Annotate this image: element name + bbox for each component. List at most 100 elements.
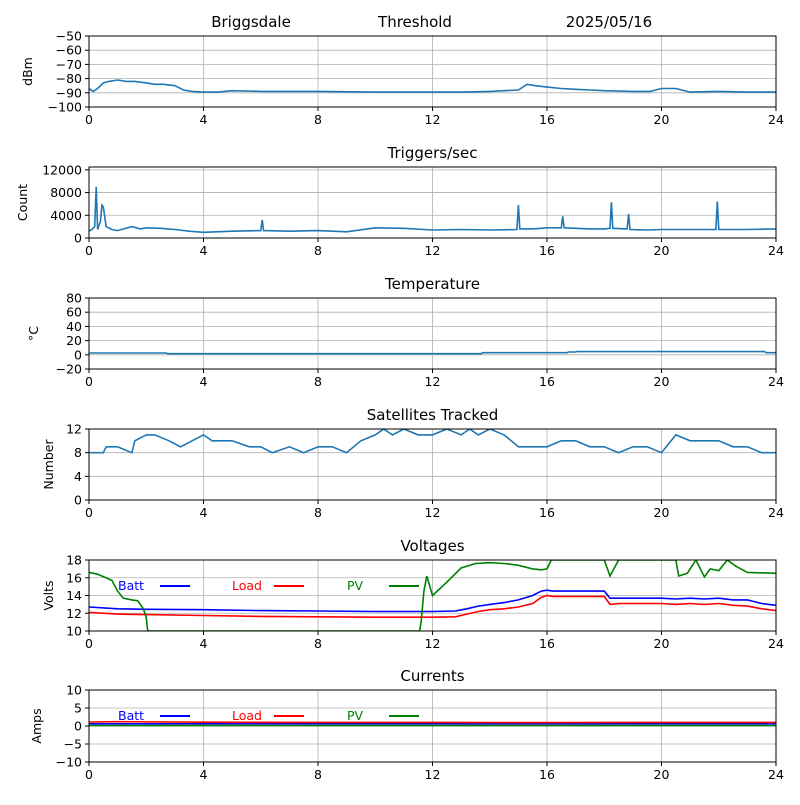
x-tick-label: 24 bbox=[768, 112, 784, 127]
y-tick-label: 0 bbox=[74, 231, 82, 246]
x-tick-label: 20 bbox=[654, 112, 670, 127]
y-tick-label: −60 bbox=[56, 43, 82, 58]
y-tick-label: 80 bbox=[66, 291, 82, 306]
y-tick-label: 16 bbox=[66, 570, 82, 585]
legend-label-batt: Batt bbox=[118, 708, 144, 723]
x-tick-label: 12 bbox=[425, 243, 441, 258]
x-tick-label: 20 bbox=[654, 243, 670, 258]
y-tick-label: 0 bbox=[74, 347, 82, 362]
y-tick-label: 0 bbox=[74, 493, 82, 508]
x-tick-label: 16 bbox=[539, 636, 555, 651]
y-tick-label: 8000 bbox=[50, 185, 82, 200]
panel-title: Triggers/sec bbox=[387, 144, 478, 162]
x-tick-label: 20 bbox=[654, 505, 670, 520]
x-tick-label: 20 bbox=[654, 767, 670, 782]
y-tick-label: 40 bbox=[66, 319, 82, 334]
legend-label-load: Load bbox=[232, 578, 262, 593]
x-tick-label: 0 bbox=[85, 505, 93, 520]
y-tick-label: −90 bbox=[56, 85, 82, 100]
x-tick-label: 12 bbox=[425, 374, 441, 389]
panel-1: 0 4 8 12 16 20 24 −100−90−80−70−60−50 dBm bbox=[20, 29, 784, 128]
x-tick-label: 4 bbox=[200, 374, 208, 389]
x-tick-label: 0 bbox=[85, 243, 93, 258]
panel-title: Satellites Tracked bbox=[367, 406, 498, 424]
panel-title: Currents bbox=[400, 667, 464, 685]
y-tick-label: 60 bbox=[66, 305, 82, 320]
x-tick-label: 24 bbox=[768, 374, 784, 389]
x-tick-label: 8 bbox=[314, 243, 322, 258]
x-tick-label: 0 bbox=[85, 636, 93, 651]
x-tick-label: 4 bbox=[200, 767, 208, 782]
header-date: 2025/05/16 bbox=[566, 13, 652, 31]
x-tick-label: 8 bbox=[314, 374, 322, 389]
x-tick-label: 20 bbox=[654, 636, 670, 651]
y-tick-label: −10 bbox=[56, 755, 82, 770]
x-tick-label: 4 bbox=[200, 636, 208, 651]
x-tick-label: 8 bbox=[314, 112, 322, 127]
y-axis-label: dBm bbox=[20, 57, 35, 86]
panel-title: Voltages bbox=[400, 537, 464, 555]
y-tick-label: −5 bbox=[64, 737, 82, 752]
y-axis-label: Number bbox=[41, 439, 56, 490]
x-tick-label: 16 bbox=[539, 767, 555, 782]
y-tick-label: −20 bbox=[56, 362, 82, 377]
panel-2: 0 4 8 12 16 20 24 0 4000 8000 12000 Count Triggers/s… bbox=[15, 144, 784, 258]
legend-label-pv: PV bbox=[347, 708, 364, 723]
legend-label-batt: Batt bbox=[118, 578, 144, 593]
x-tick-label: 4 bbox=[200, 243, 208, 258]
y-axis-label: Count bbox=[15, 184, 30, 221]
y-tick-label: 12000 bbox=[42, 162, 82, 177]
series-line-pv bbox=[89, 560, 776, 631]
x-tick-label: 24 bbox=[768, 767, 784, 782]
x-tick-label: 24 bbox=[768, 243, 784, 258]
y-tick-label: 5 bbox=[74, 701, 82, 716]
x-tick-label: 0 bbox=[85, 112, 93, 127]
y-tick-label: 14 bbox=[66, 588, 82, 603]
y-tick-label: 4000 bbox=[50, 208, 82, 223]
y-axis-label: Volts bbox=[41, 580, 56, 610]
panel-5: 0 4 8 12 16 20 24 10 12 14 16 18 Volts Voltages Batt Lo… bbox=[41, 537, 784, 651]
y-tick-label: −50 bbox=[56, 29, 82, 44]
x-tick-label: 8 bbox=[314, 505, 322, 520]
y-tick-label: −100 bbox=[48, 100, 82, 115]
y-axis-label: Amps bbox=[29, 708, 44, 743]
y-tick-label: 12 bbox=[66, 422, 82, 437]
y-tick-label: 18 bbox=[66, 553, 82, 568]
series-line-3 bbox=[89, 350, 776, 355]
y-tick-label: −80 bbox=[56, 71, 82, 86]
x-tick-label: 8 bbox=[314, 767, 322, 782]
x-tick-label: 12 bbox=[425, 112, 441, 127]
x-tick-label: 24 bbox=[768, 505, 784, 520]
header-label: Threshold bbox=[377, 13, 452, 31]
x-tick-label: 20 bbox=[654, 374, 670, 389]
panel-4: 0 4 8 12 16 20 24 0 4 8 12 Number Satellites Tracked bbox=[41, 406, 784, 520]
y-tick-label: 10 bbox=[66, 683, 82, 698]
x-tick-label: 12 bbox=[425, 767, 441, 782]
series-line-2 bbox=[89, 186, 776, 234]
series-line-load bbox=[89, 594, 776, 619]
x-tick-label: 16 bbox=[539, 243, 555, 258]
legend-label-load: Load bbox=[232, 708, 262, 723]
y-tick-label: 20 bbox=[66, 333, 82, 348]
x-tick-label: 0 bbox=[85, 374, 93, 389]
series-line-batt bbox=[89, 589, 776, 613]
x-tick-label: 16 bbox=[539, 374, 555, 389]
x-tick-label: 4 bbox=[200, 505, 208, 520]
y-tick-label: −70 bbox=[56, 57, 82, 72]
series-line-load bbox=[89, 720, 776, 724]
y-tick-label: 8 bbox=[74, 445, 82, 460]
x-tick-label: 0 bbox=[85, 767, 93, 782]
x-tick-label: 16 bbox=[539, 505, 555, 520]
x-tick-label: 8 bbox=[314, 636, 322, 651]
y-axis-label: °C bbox=[26, 326, 41, 341]
x-tick-label: 24 bbox=[768, 636, 784, 651]
series-line-1 bbox=[89, 79, 776, 93]
x-tick-label: 16 bbox=[539, 112, 555, 127]
legend-label-pv: PV bbox=[347, 578, 364, 593]
x-tick-label: 4 bbox=[200, 112, 208, 127]
